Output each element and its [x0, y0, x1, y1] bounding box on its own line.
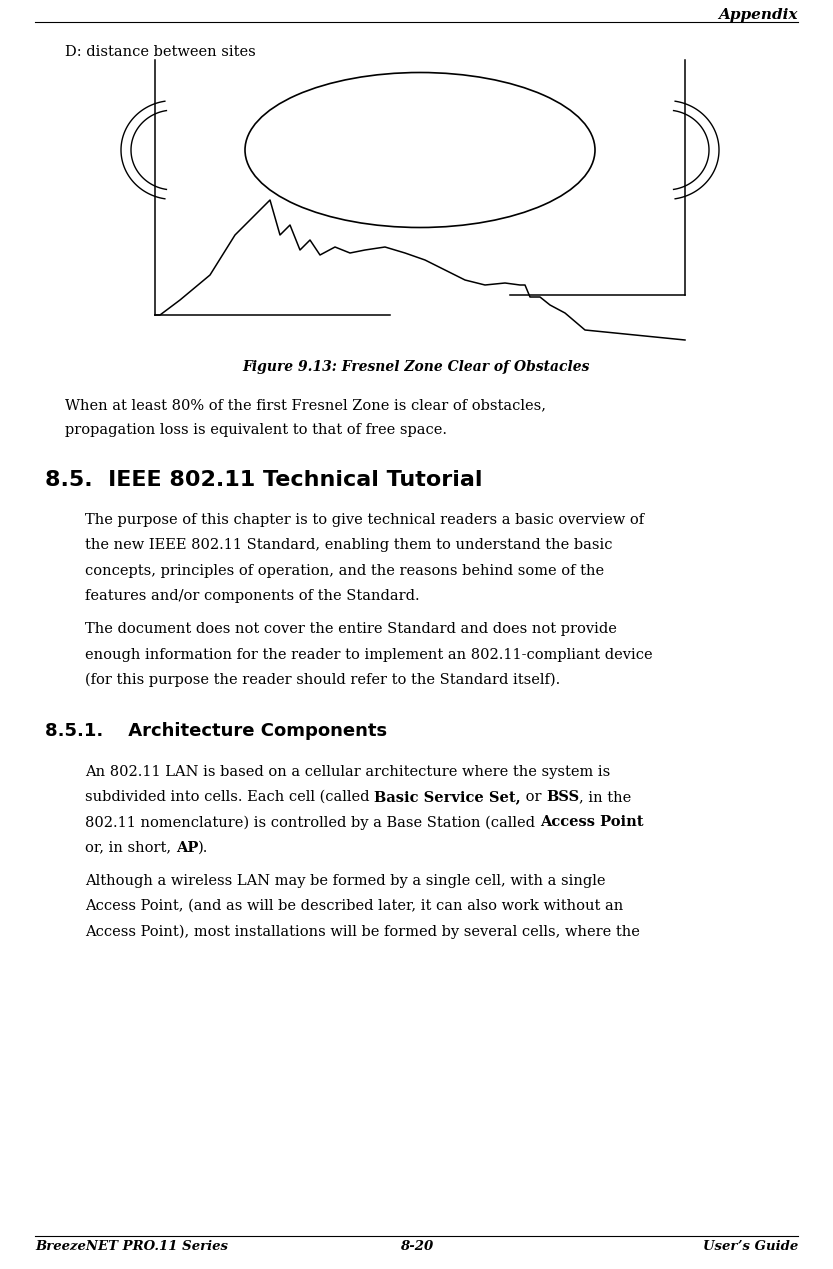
Text: or, in short,: or, in short,: [85, 840, 176, 854]
Text: propagation loss is equivalent to that of free space.: propagation loss is equivalent to that o…: [65, 424, 447, 438]
Text: features and/or components of the Standard.: features and/or components of the Standa…: [85, 589, 420, 603]
Text: or: or: [521, 789, 546, 805]
Text: enough information for the reader to implement an 802.11-compliant device: enough information for the reader to imp…: [85, 647, 652, 661]
Text: subdivided into cells. Each cell (called: subdivided into cells. Each cell (called: [85, 789, 374, 805]
Text: Access Point, (and as will be described later, it can also work without an: Access Point, (and as will be described …: [85, 900, 623, 914]
Text: 8.5.  IEEE 802.11 Technical Tutorial: 8.5. IEEE 802.11 Technical Tutorial: [45, 470, 482, 490]
Text: BreezeNET PRO.11 Series: BreezeNET PRO.11 Series: [35, 1240, 228, 1253]
Text: User’s Guide: User’s Guide: [703, 1240, 798, 1253]
Text: the new IEEE 802.11 Standard, enabling them to understand the basic: the new IEEE 802.11 Standard, enabling t…: [85, 538, 612, 552]
Text: The document does not cover the entire Standard and does not provide: The document does not cover the entire S…: [85, 622, 617, 636]
Text: When at least 80% of the first Fresnel Zone is clear of obstacles,: When at least 80% of the first Fresnel Z…: [65, 398, 546, 412]
Text: concepts, principles of operation, and the reasons behind some of the: concepts, principles of operation, and t…: [85, 563, 604, 577]
Text: D: distance between sites: D: distance between sites: [65, 44, 256, 58]
Text: Access Point), most installations will be formed by several cells, where the: Access Point), most installations will b…: [85, 925, 640, 939]
Text: Figure 9.13: Fresnel Zone Clear of Obstacles: Figure 9.13: Fresnel Zone Clear of Obsta…: [242, 360, 591, 374]
Text: AP: AP: [176, 840, 198, 854]
Text: ).: ).: [198, 840, 208, 854]
Text: Basic Service Set,: Basic Service Set,: [374, 789, 521, 805]
Text: Although a wireless LAN may be formed by a single cell, with a single: Although a wireless LAN may be formed by…: [85, 874, 606, 888]
Text: BSS: BSS: [546, 789, 579, 805]
Text: An 802.11 LAN is based on a cellular architecture where the system is: An 802.11 LAN is based on a cellular arc…: [85, 765, 611, 779]
Text: The purpose of this chapter is to give technical readers a basic overview of: The purpose of this chapter is to give t…: [85, 513, 644, 527]
Text: 8-20: 8-20: [400, 1240, 433, 1253]
Text: , in the: , in the: [579, 789, 631, 805]
Text: 802.11 nomenclature) is controlled by a Base Station (called: 802.11 nomenclature) is controlled by a …: [85, 815, 540, 830]
Text: (for this purpose the reader should refer to the Standard itself).: (for this purpose the reader should refe…: [85, 673, 561, 688]
Text: Appendix: Appendix: [719, 8, 798, 22]
Text: Access Point: Access Point: [540, 815, 643, 830]
Text: 8.5.1.    Architecture Components: 8.5.1. Architecture Components: [45, 722, 387, 740]
